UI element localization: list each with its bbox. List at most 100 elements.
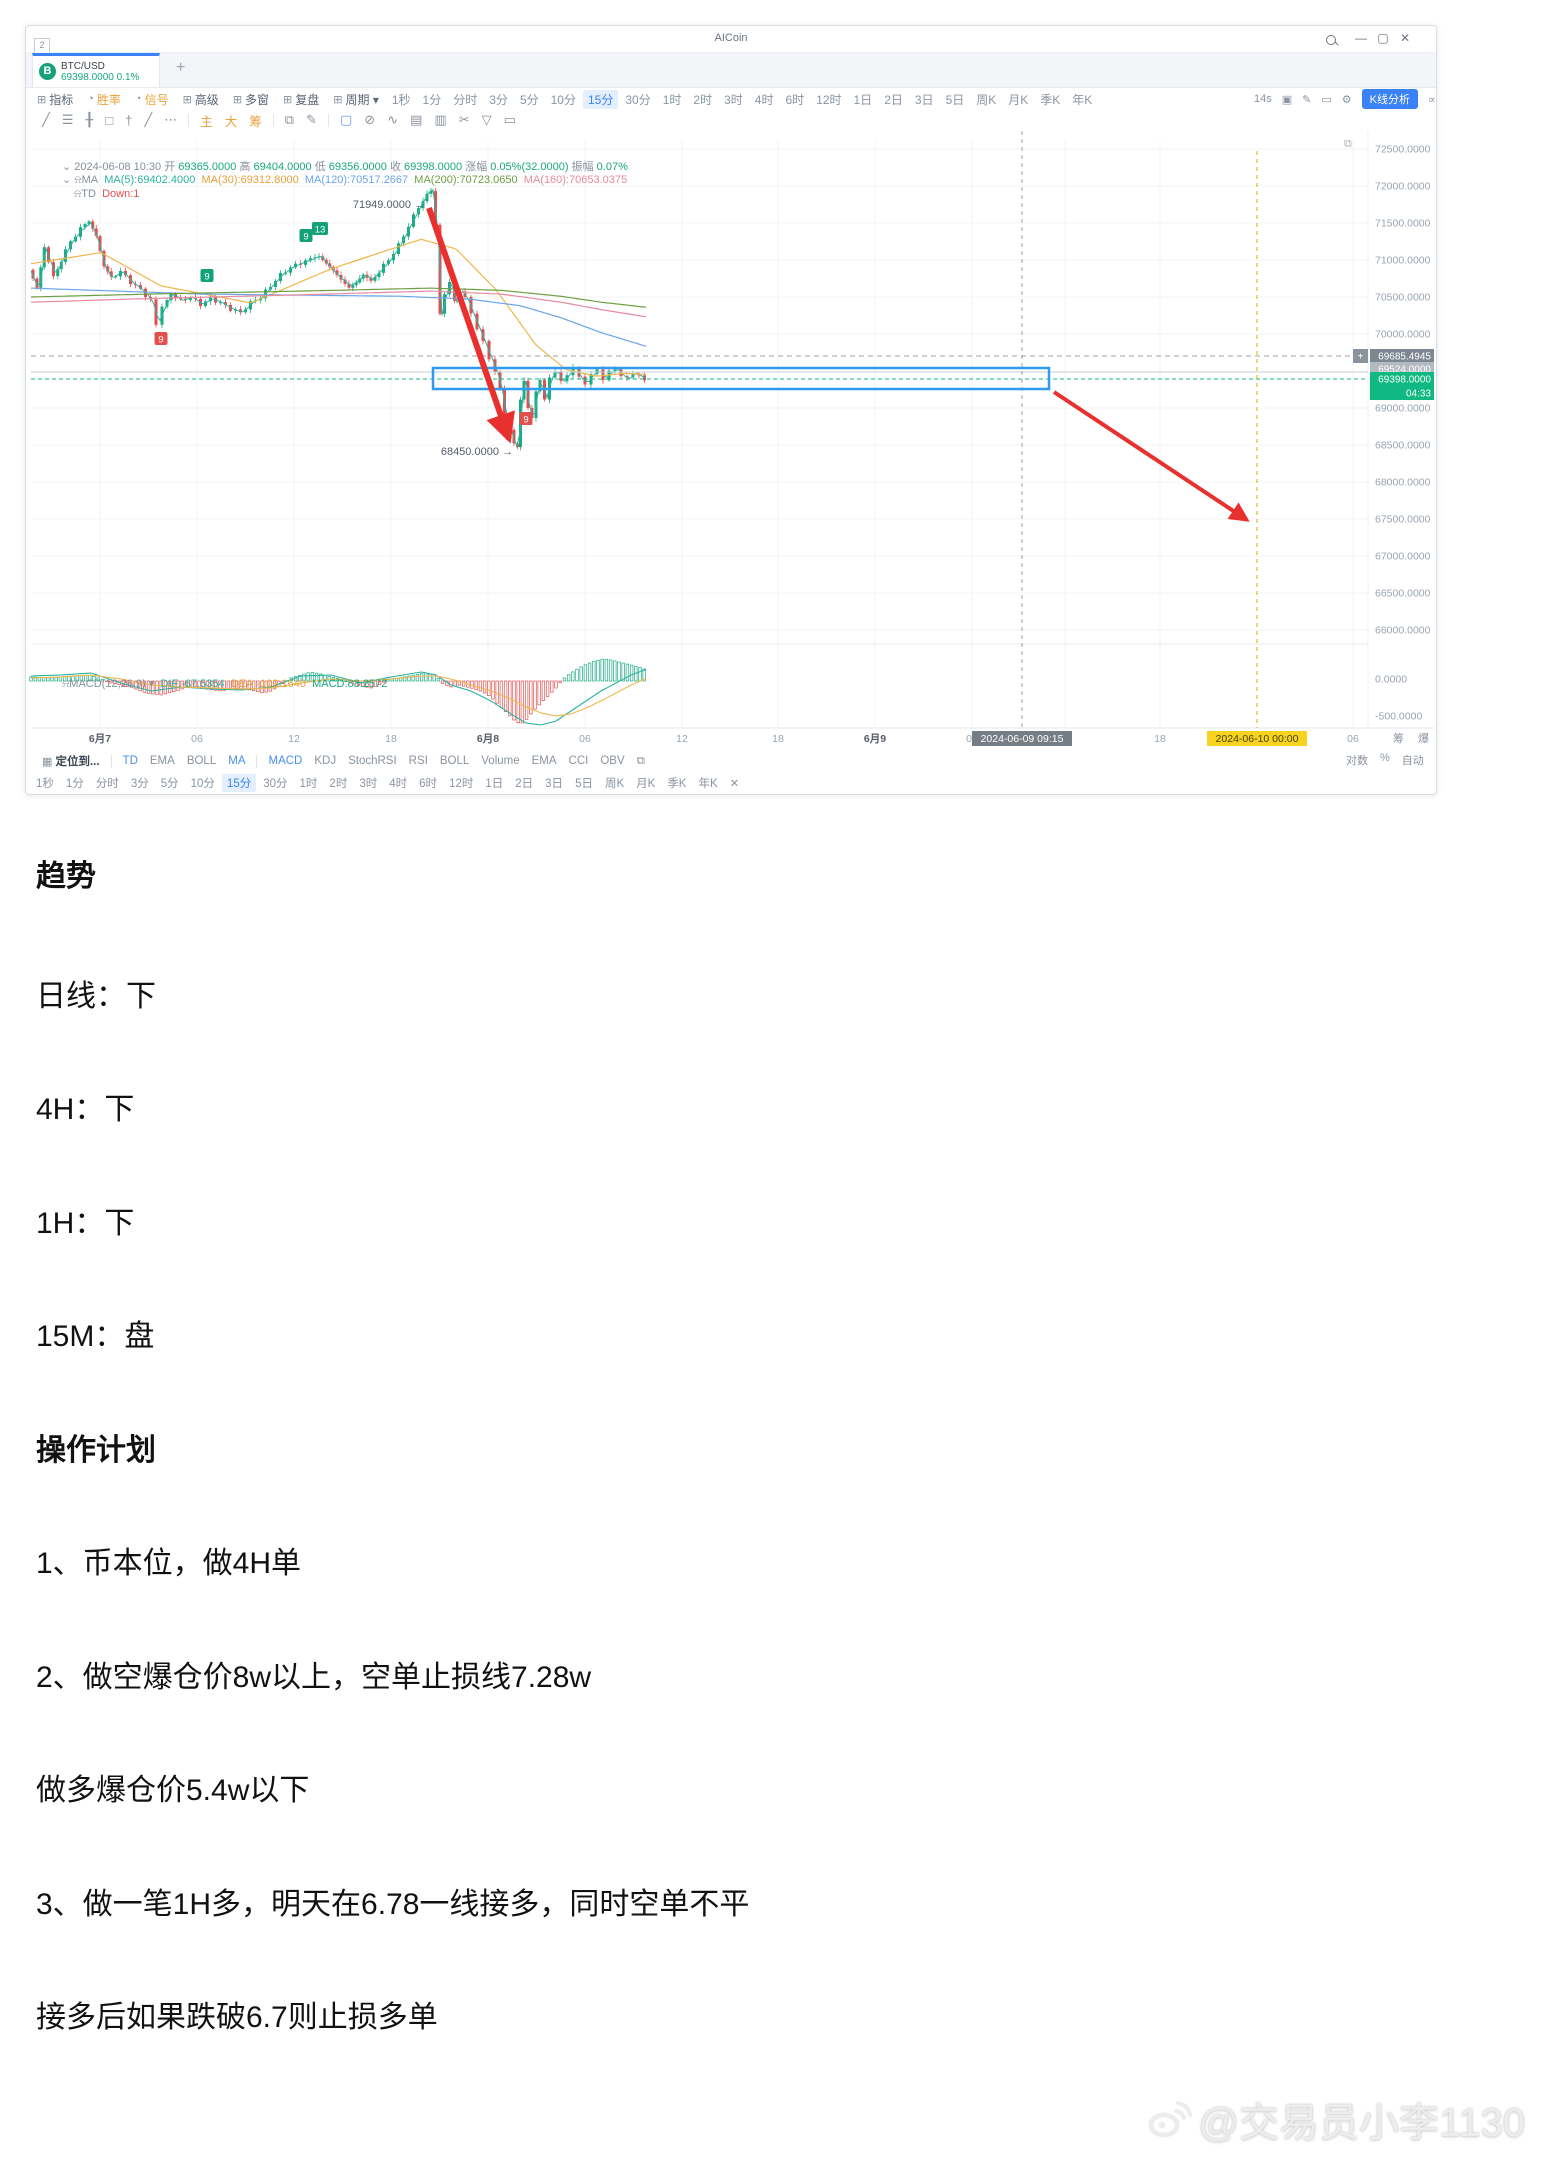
minimize-button[interactable]: — — [1355, 31, 1367, 45]
kline-analysis-button[interactable]: K线分析 — [1361, 89, 1418, 109]
draw-tool-3[interactable]: □ — [105, 112, 114, 128]
period-10分[interactable]: 10分 — [550, 92, 576, 107]
draw-tool-2[interactable]: ╂ — [85, 112, 94, 127]
indicator-BOLL[interactable]: BOLL — [439, 755, 470, 767]
bottom-period-1时[interactable]: 1时 — [299, 778, 318, 790]
share-icon[interactable]: ∝ — [1428, 93, 1436, 106]
bottom-period-1日[interactable]: 1日 — [485, 778, 504, 790]
toolbar-item-周期 ▾[interactable]: ⊞ 周期 ▾ — [333, 91, 379, 108]
indicator-KDJ[interactable]: KDJ — [314, 755, 337, 767]
period-2时[interactable]: 2时 — [693, 92, 713, 107]
bottom-period-年K[interactable]: 年K — [698, 778, 718, 790]
bottom-period-30分[interactable]: 30分 — [263, 778, 288, 790]
indicator-RSI[interactable]: RSI — [408, 755, 428, 767]
bottom-period-分时[interactable]: 分时 — [95, 778, 119, 790]
period-3时[interactable]: 3时 — [724, 92, 743, 107]
bottom-period-1秒[interactable]: 1秒 — [36, 778, 54, 790]
period-6时[interactable]: 6时 — [785, 92, 805, 107]
scale-option-%[interactable]: % — [1380, 752, 1390, 764]
draw-tool-9[interactable]: 大 — [224, 114, 238, 129]
locate-button[interactable]: ▦ 定位到... — [42, 753, 100, 769]
indicator-MACD[interactable]: MACD — [268, 755, 303, 767]
indicator-Volume[interactable]: Volume — [481, 755, 520, 767]
period-5日[interactable]: 5日 — [945, 92, 965, 107]
period-3日[interactable]: 3日 — [914, 92, 934, 107]
overlay-MA[interactable]: MA — [228, 755, 246, 767]
period-1时[interactable]: 1时 — [662, 92, 682, 107]
period-30分[interactable]: 30分 — [625, 92, 651, 107]
bottom-period-3分[interactable]: 3分 — [130, 778, 149, 790]
draw-tool-1[interactable]: ☰ — [61, 112, 74, 127]
restore-button[interactable]: ▢ — [1377, 31, 1389, 45]
bottom-period-月K[interactable]: 月K — [636, 778, 656, 790]
draw-tool-6[interactable]: ⋯ — [164, 112, 178, 127]
period-5分[interactable]: 5分 — [519, 92, 539, 107]
bottom-period-12时[interactable]: 12时 — [449, 778, 474, 790]
draw-tool-12[interactable]: ⧉ — [284, 112, 295, 127]
bottom-period-6时[interactable]: 6时 — [419, 778, 438, 790]
period-周K[interactable]: 周K — [976, 92, 997, 107]
bottom-period-10分[interactable]: 10分 — [190, 778, 215, 790]
period-分时[interactable]: 分时 — [453, 92, 478, 107]
period-季K[interactable]: 季K — [1040, 92, 1061, 107]
draw-tool-19[interactable]: ▥ — [434, 112, 447, 127]
period-月K[interactable]: 月K — [1008, 92, 1029, 107]
title-bar[interactable]: 2 AICoin — ▢ ✕ — [26, 26, 1436, 54]
scale-option-对数[interactable]: 对数 — [1346, 755, 1368, 767]
scale-option-自动[interactable]: 自动 — [1401, 755, 1424, 767]
period-1分[interactable]: 1分 — [422, 92, 442, 107]
pencil-icon[interactable]: ✎ — [1302, 93, 1312, 106]
period-3分[interactable]: 3分 — [489, 92, 508, 107]
draw-tool-15[interactable]: ▢ — [339, 112, 353, 127]
candlestick-chart[interactable]: 71949.0000 → 68450.0000 → 9 9 13 9 9 72500.0000… — [29, 128, 1434, 774]
period-1秒[interactable]: 1秒 — [391, 92, 411, 107]
draw-tool-21[interactable]: ▽ — [481, 112, 492, 127]
close-period-bar-icon[interactable]: ✕ — [729, 778, 740, 790]
period-15分[interactable]: 15分 — [582, 89, 619, 109]
toolbar-item-胜率[interactable]: ◔ 胜率 — [87, 91, 121, 108]
period-年K[interactable]: 年K — [1072, 92, 1093, 107]
toolbar-item-高级[interactable]: ⊞ 高级 — [183, 91, 219, 108]
draw-tool-8[interactable]: 主 — [200, 114, 213, 129]
bottom-period-2时[interactable]: 2时 — [329, 778, 348, 790]
bottom-period-4时[interactable]: 4时 — [389, 778, 408, 790]
bottom-period-3时[interactable]: 3时 — [359, 778, 378, 790]
draw-tool-13[interactable]: ✎ — [306, 112, 317, 127]
gear-icon[interactable]: ⚙ — [1341, 93, 1352, 106]
bottom-period-2日[interactable]: 2日 — [515, 778, 534, 790]
toolbar-item-指标[interactable]: ⊞ 指标 — [37, 91, 73, 108]
toolbar-item-多窗[interactable]: ⊞ 多窗 — [233, 91, 269, 108]
toolbar-item-信号[interactable]: ◔ 信号 — [135, 91, 169, 108]
period-2日[interactable]: 2日 — [884, 92, 903, 107]
indicator-StochRSI[interactable]: StochRSI — [348, 755, 397, 767]
edit-indicators-icon[interactable]: ⧉ — [636, 754, 645, 767]
search-icon[interactable] — [1326, 35, 1336, 45]
overlay-BOLL[interactable]: BOLL — [186, 755, 217, 767]
bottom-period-5日[interactable]: 5日 — [575, 778, 593, 790]
draw-tool-0[interactable]: ╱ — [42, 112, 50, 127]
close-button[interactable]: ✕ — [1399, 31, 1411, 45]
draw-tool-5[interactable]: ╱ — [144, 112, 153, 127]
draw-tool-20[interactable]: ✂ — [458, 112, 470, 127]
indicator-CCI[interactable]: CCI — [568, 755, 589, 767]
bottom-period-15分[interactable]: 15分 — [221, 774, 257, 792]
bottom-period-1分[interactable]: 1分 — [65, 778, 84, 790]
period-4时[interactable]: 4时 — [754, 92, 774, 107]
draw-tool-4[interactable]: † — [125, 112, 133, 128]
bottom-period-季K[interactable]: 季K — [667, 778, 687, 790]
period-1日[interactable]: 1日 — [853, 92, 873, 107]
bottom-period-3日[interactable]: 3日 — [545, 778, 564, 790]
draw-tool-18[interactable]: ▤ — [410, 112, 423, 127]
indicator-OBV[interactable]: OBV — [600, 755, 625, 767]
period-12时[interactable]: 12时 — [816, 92, 842, 107]
toolbar-item-复盘[interactable]: ⊞ 复盘 — [283, 91, 319, 108]
tab-btcusd[interactable]: B BTC/USD 69398.0000 0.1% — [32, 53, 160, 87]
draw-tool-22[interactable]: ▭ — [503, 112, 516, 127]
draw-tool-17[interactable]: ∿ — [387, 112, 399, 127]
bottom-period-周K[interactable]: 周K — [604, 778, 625, 790]
overlay-EMA[interactable]: EMA — [149, 755, 175, 767]
draw-tool-16[interactable]: ⊘ — [364, 112, 376, 127]
indicator-EMA[interactable]: EMA — [531, 755, 557, 767]
bottom-period-5分[interactable]: 5分 — [160, 778, 179, 790]
overlay-TD[interactable]: TD — [122, 755, 138, 767]
